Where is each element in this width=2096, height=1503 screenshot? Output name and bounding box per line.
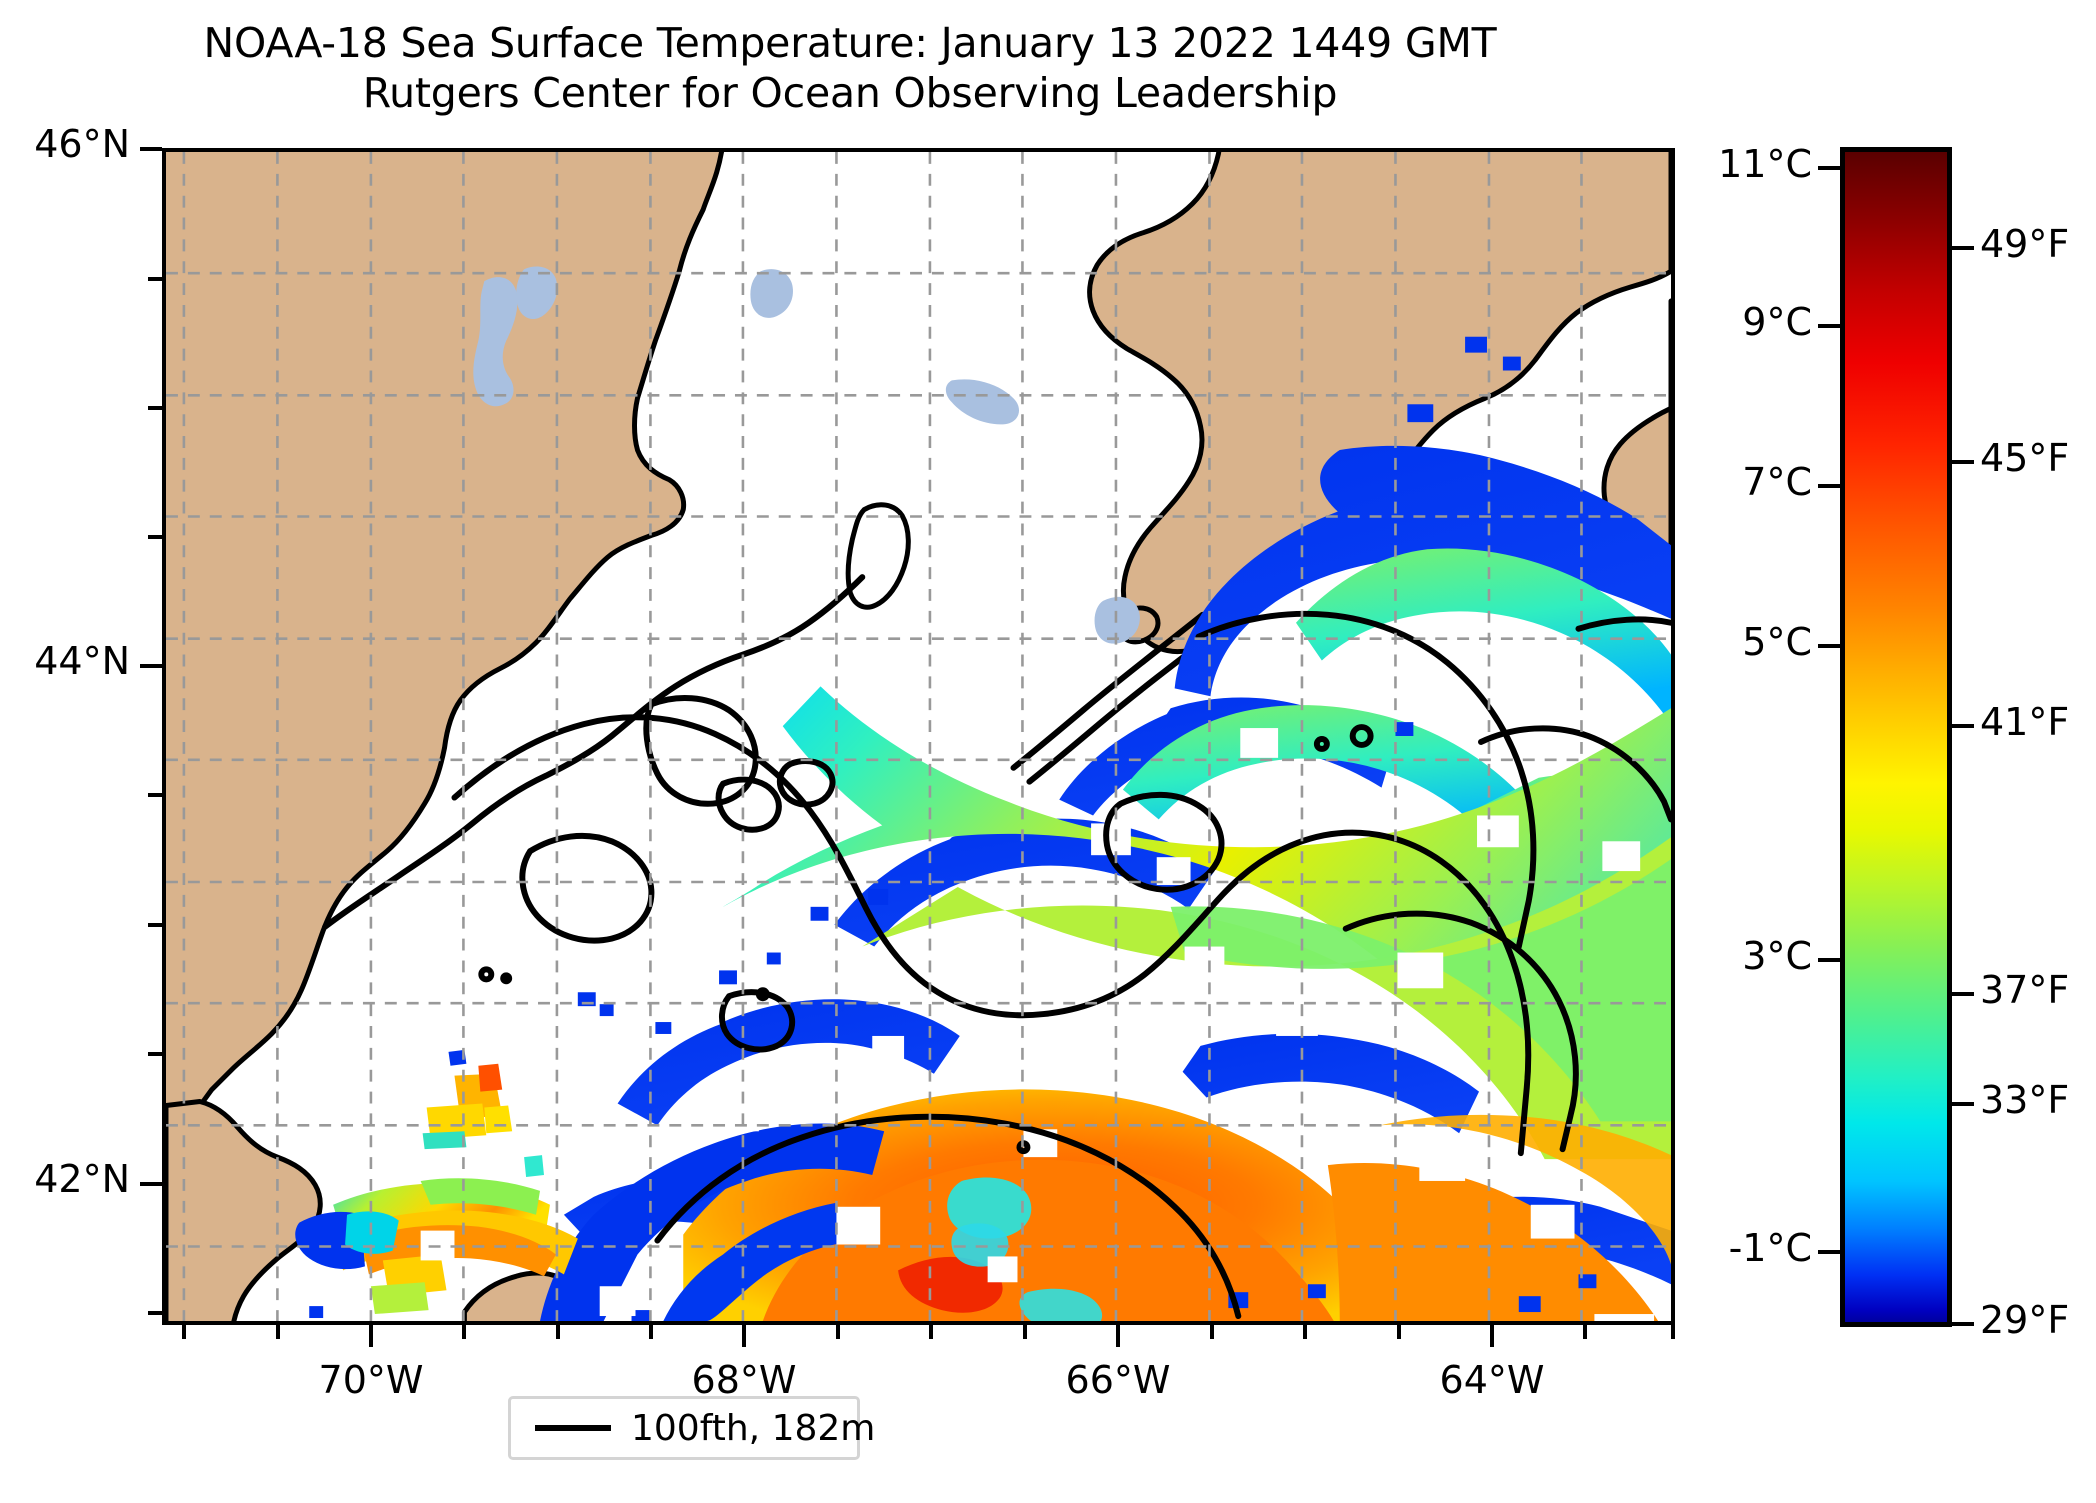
title-line-2: Rutgers Center for Ocean Observing Leade…: [362, 69, 1338, 117]
sst-northeast-channel-cold: [540, 1123, 885, 1321]
map-canvas: [166, 152, 1671, 1321]
x-tick-minor-11: [1397, 1325, 1401, 1339]
cbar-tick-c-9: [1818, 324, 1842, 328]
x-tick-minor-13: [1671, 1325, 1675, 1339]
island-grand-manan: [845, 502, 911, 610]
x-tick-minor-9: [1210, 1325, 1214, 1339]
x-tick-major-64w: [1490, 1325, 1494, 1347]
cbar-label-f-49: 49°F: [1980, 222, 2070, 266]
bathymetry-legend[interactable]: 100fth, 182m: [508, 1396, 875, 1460]
cbar-label-c-3: 3°C: [1742, 934, 1812, 978]
title-line-1: NOAA-18 Sea Surface Temperature: January…: [203, 19, 1497, 67]
y-tick-minor-45: [148, 406, 162, 410]
cbar-tick-f-45: [1950, 460, 1974, 464]
x-tick-minor-8: [1023, 1325, 1027, 1339]
y-tick-label-44n: 44°N: [34, 639, 130, 683]
y-tick-major-44: [140, 664, 162, 668]
x-tick-major-66w: [1116, 1325, 1120, 1347]
cbar-label-c-neg1: -1°C: [1728, 1226, 1812, 1270]
x-tick-minor-10: [1303, 1325, 1307, 1339]
sst-green-band-ne: [1170, 859, 1671, 1122]
x-tick-minor-12: [1583, 1325, 1587, 1339]
cbar-tick-c-neg1: [1818, 1250, 1842, 1254]
sst-small-warm-patches: [370, 1049, 544, 1315]
cbar-tick-f-37: [1950, 992, 1974, 996]
y-tick-label-46n: 46°N: [34, 122, 130, 166]
x-tick-label-70w: 70°W: [318, 1358, 424, 1402]
x-tick-minor-3: [462, 1325, 466, 1339]
lake-moosehead: [473, 277, 518, 407]
x-tick-label-66w: 66°W: [1065, 1358, 1171, 1402]
colorbar: [1840, 147, 1952, 1327]
map-plot-area: [162, 148, 1675, 1325]
cbar-tick-c-11: [1818, 166, 1842, 170]
lake-chesuncook: [516, 266, 558, 320]
lake-saint-john: [750, 269, 793, 318]
x-tick-minor-1: [182, 1325, 186, 1339]
cbar-label-f-33: 33°F: [1980, 1078, 2070, 1122]
y-tick-minor-435: [148, 793, 162, 797]
x-tick-label-64w: 64°W: [1439, 1358, 1545, 1402]
y-tick-major-46: [140, 147, 162, 151]
y-tick-major-42: [140, 1182, 162, 1186]
sst-yellow-green-wash: [862, 837, 1671, 1160]
legend-line-swatch: [535, 1425, 611, 1431]
cbar-tick-c-7: [1818, 484, 1842, 488]
x-tick-minor-5: [649, 1325, 653, 1339]
cbar-tick-f-49: [1950, 246, 1974, 250]
cbar-label-c-9: 9°C: [1742, 300, 1812, 344]
land-digby-neck: [1010, 611, 1206, 771]
cbar-label-f-37: 37°F: [1980, 968, 2070, 1012]
x-tick-label-68w: 68°W: [691, 1358, 797, 1402]
sst-shelf-break-front: [723, 686, 1671, 1148]
lake-fundy-river: [945, 379, 1020, 425]
x-tick-minor-6: [836, 1325, 840, 1339]
cbar-label-f-45: 45°F: [1980, 436, 2070, 480]
x-tick-minor-7: [929, 1325, 933, 1339]
x-tick-minor-4: [556, 1325, 560, 1339]
map-gridlines: [166, 152, 1671, 1321]
cbar-tick-c-5: [1818, 644, 1842, 648]
cbar-tick-c-3: [1818, 958, 1842, 962]
cbar-tick-f-29: [1950, 1322, 1974, 1326]
cbar-label-c-11: 11°C: [1718, 142, 1812, 186]
cbar-tick-f-41: [1950, 724, 1974, 728]
cbar-tick-f-33: [1950, 1102, 1974, 1106]
bathymetry-contour-100fth: [451, 610, 1671, 1320]
x-tick-minor-2: [276, 1325, 280, 1339]
y-tick-minor-43: [148, 923, 162, 927]
cbar-label-c-7: 7°C: [1742, 460, 1812, 504]
y-tick-minor-425: [148, 1052, 162, 1056]
y-tick-minor-455: [148, 277, 162, 281]
sst-blue-speckles: [309, 336, 1597, 1321]
land-massachusetts: [166, 1099, 323, 1321]
colorbar-gradient: [1845, 152, 1947, 1322]
cbar-label-c-5: 5°C: [1742, 620, 1812, 664]
cbar-label-f-41: 41°F: [1980, 700, 2070, 744]
coastline-maine: [322, 574, 866, 930]
sst-cold-wedge-2: [663, 1202, 845, 1321]
figure-title: NOAA-18 Sea Surface Temperature: January…: [0, 18, 1700, 118]
cbar-label-f-29: 29°F: [1980, 1298, 2070, 1342]
y-tick-minor-445: [148, 535, 162, 539]
y-tick-minor-415: [148, 1311, 162, 1315]
legend-label: 100fth, 182m: [631, 1407, 876, 1449]
x-tick-major-70w: [369, 1325, 373, 1347]
sst-cloud-holes: [420, 670, 1655, 1321]
x-tick-major-68w: [742, 1325, 746, 1347]
y-tick-label-42n: 42°N: [34, 1157, 130, 1201]
